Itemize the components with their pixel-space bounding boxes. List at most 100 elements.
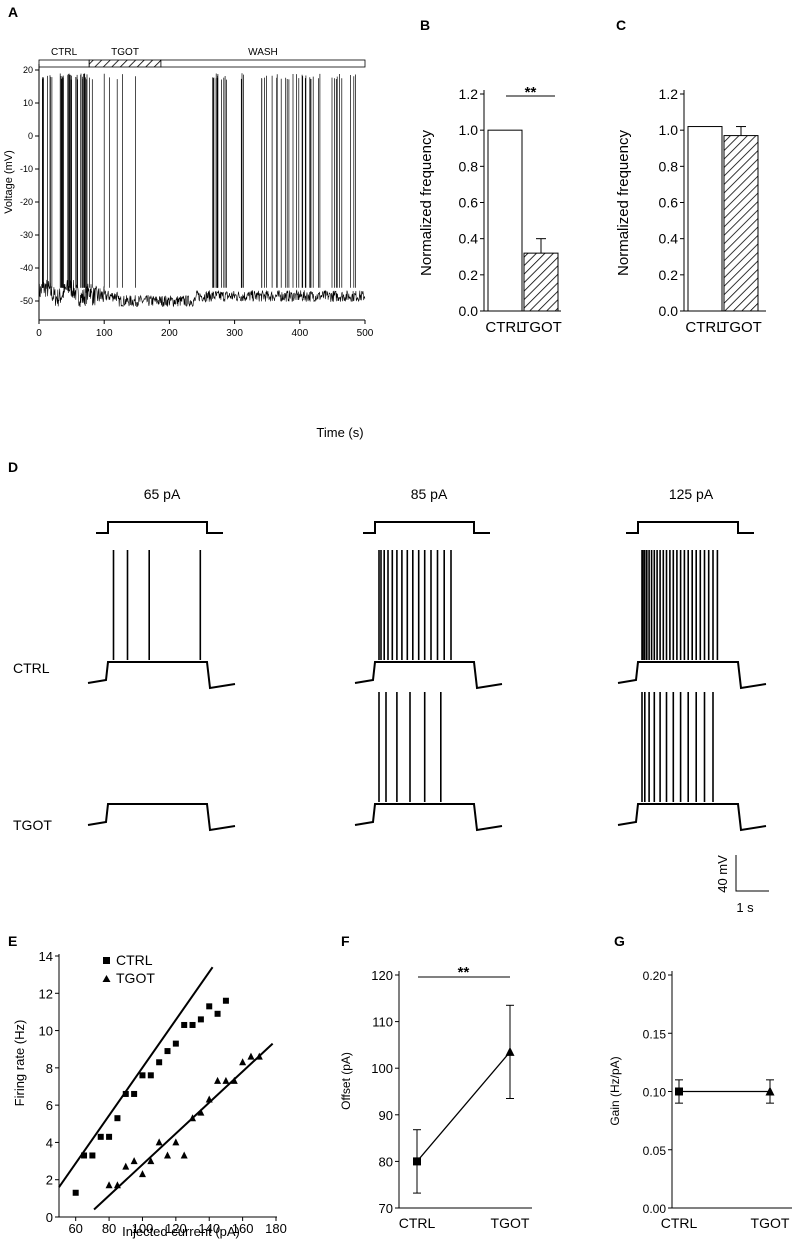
- panel-b-y-tick-label: 0.8: [459, 158, 479, 174]
- e-y-tick-label: 10: [39, 1024, 53, 1039]
- e-point-ctrl: [197, 1016, 204, 1023]
- e-point-ctrl: [72, 1189, 79, 1196]
- a-y-tick-label: 0: [28, 131, 33, 141]
- e-point-ctrl: [106, 1133, 113, 1140]
- d-step-command: [96, 521, 223, 534]
- f-category-label: TGOT: [491, 1215, 530, 1231]
- panel-d-row-label-tgot: TGOT: [13, 817, 52, 833]
- e-point-ctrl: [181, 1021, 188, 1028]
- panel-d-current-label-1: 65 pA: [144, 486, 181, 502]
- panel-b-y-axis-label: Normalized frequency: [418, 130, 435, 276]
- panel-b-y-tick-label: 1.2: [459, 86, 479, 102]
- scale-bar-y-label: 40 mV: [715, 855, 730, 893]
- a-condition-label: TGOT: [111, 47, 139, 58]
- e-x-tick-label: 60: [68, 1221, 82, 1236]
- panel-c-y-tick-label: 0.8: [659, 158, 679, 174]
- panel-a-condition-bars: CTRL TGOT WASH: [38, 47, 366, 68]
- a-x-tick-label: 0: [36, 328, 42, 339]
- g-point-ctrl: [675, 1087, 683, 1096]
- g-category-label: CTRL: [661, 1215, 698, 1231]
- e-y-tick-label: 14: [39, 949, 53, 964]
- d-step-command: [363, 521, 490, 534]
- panel-e: E 0 2 4 6 8 10 12 14 60 80 100 120 140 160 180 Firing …: [8, 933, 287, 1239]
- e-x-tick-label: 180: [265, 1221, 287, 1236]
- g-category-label: TGOT: [751, 1215, 790, 1231]
- panel-d-letter: D: [8, 459, 18, 475]
- panel-d-row-label-ctrl: CTRL: [13, 660, 50, 676]
- panel-c-y-tick-label: 0.6: [659, 195, 679, 211]
- e-point-tgot: [239, 1058, 247, 1066]
- legend-tgot-label: TGOT: [116, 970, 155, 986]
- panel-b-category-label: TGOT: [520, 319, 562, 336]
- a-y-tick-label: -30: [20, 230, 33, 240]
- e-point-ctrl: [147, 1072, 154, 1079]
- e-point-ctrl: [172, 1040, 179, 1047]
- e-x-tick-label: 80: [102, 1221, 116, 1236]
- e-point-ctrl: [189, 1021, 196, 1028]
- panel-c-y-axis-label: Normalized frequency: [615, 130, 632, 276]
- panel-c-bar: [687, 126, 723, 312]
- panel-a-trace: [38, 73, 366, 308]
- panel-b-bar: [487, 129, 523, 312]
- e-point-tgot: [122, 1162, 130, 1170]
- e-point-ctrl: [97, 1133, 104, 1140]
- a-x-tick-label: 500: [357, 328, 374, 339]
- panel-c-y-tick-label: 1.2: [659, 86, 679, 102]
- e-y-tick-label: 12: [39, 986, 53, 1001]
- e-point-ctrl: [206, 1003, 213, 1010]
- panel-d: D 65 pA 85 pA 125 pA CTRL TGOT 40 mV 1 s: [8, 459, 769, 915]
- panel-c-category-label: CTRL: [685, 319, 724, 336]
- panel-b-bar: [523, 252, 559, 312]
- e-point-ctrl: [122, 1090, 129, 1097]
- e-point-tgot: [172, 1138, 180, 1146]
- a-condition-bar: [38, 59, 90, 68]
- g-y-tick-label: 0.10: [643, 1086, 667, 1100]
- panel-g-gain-chart: 0.00 0.05 0.10 0.15 0.20 CTRL TGOT: [643, 969, 792, 1231]
- e-point-ctrl: [81, 1152, 88, 1159]
- f-category-label: CTRL: [399, 1215, 436, 1231]
- a-y-tick-label: -20: [20, 197, 33, 207]
- panel-c-bar: [723, 135, 759, 312]
- f-connecting-line: [416, 1051, 511, 1162]
- e-point-tgot: [247, 1052, 255, 1060]
- f-significance-mark: **: [458, 964, 470, 981]
- e-x-tick-label: 160: [232, 1221, 254, 1236]
- e-point-tgot: [197, 1108, 205, 1116]
- panel-e-letter: E: [8, 933, 17, 949]
- e-point-tgot: [147, 1157, 155, 1165]
- e-point-ctrl: [222, 997, 229, 1004]
- panel-f-y-axis-label: Offset (pA): [339, 1052, 353, 1110]
- panel-c-category-label: TGOT: [720, 319, 762, 336]
- a-x-tick-label: 400: [291, 328, 308, 339]
- f-y-tick-label: 70: [379, 1201, 393, 1216]
- panel-e-scatter-chart: 0 2 4 6 8 10 12 14 60 80 100 120 140 160 180: [39, 949, 287, 1236]
- panel-f-offset-chart: 70 80 90 100 110 120 CTRL TGOT **: [371, 964, 532, 1231]
- e-point-tgot: [138, 1170, 146, 1178]
- a-condition-label: CTRL: [51, 47, 78, 58]
- a-y-tick-label: -50: [20, 296, 33, 306]
- e-y-tick-label: 8: [46, 1061, 53, 1076]
- a-x-tick-label: 300: [226, 328, 243, 339]
- panel-a-x-axis-label: Time (s): [316, 425, 363, 440]
- panel-c-y-tick-label: 0.2: [659, 267, 679, 283]
- a-condition-label: WASH: [248, 47, 278, 58]
- e-point-ctrl: [139, 1072, 146, 1079]
- panel-b-y-tick-label: 0.2: [459, 267, 479, 283]
- e-point-ctrl: [156, 1059, 163, 1066]
- d-voltage-trace-tgot: [354, 803, 503, 832]
- panel-e-y-axis-label: Firing rate (Hz): [12, 1020, 27, 1107]
- panel-a-letter: A: [8, 4, 18, 20]
- scale-bar-lines: [735, 855, 769, 892]
- d-voltage-trace-ctrl: [617, 661, 767, 690]
- f-y-tick-label: 120: [371, 968, 393, 983]
- panel-d-traces: [87, 521, 767, 832]
- panel-b-y-tick-label: 0.0: [459, 303, 479, 319]
- e-point-tgot: [130, 1157, 138, 1165]
- panel-g: G 0.00 0.05 0.10 0.15 0.20 CTRL TGOT Gain (Hz/…: [608, 933, 792, 1231]
- d-voltage-trace-tgot: [87, 803, 236, 832]
- e-fit-line-ctrl: [58, 966, 214, 1188]
- e-fit-line-tgot: [93, 1042, 274, 1211]
